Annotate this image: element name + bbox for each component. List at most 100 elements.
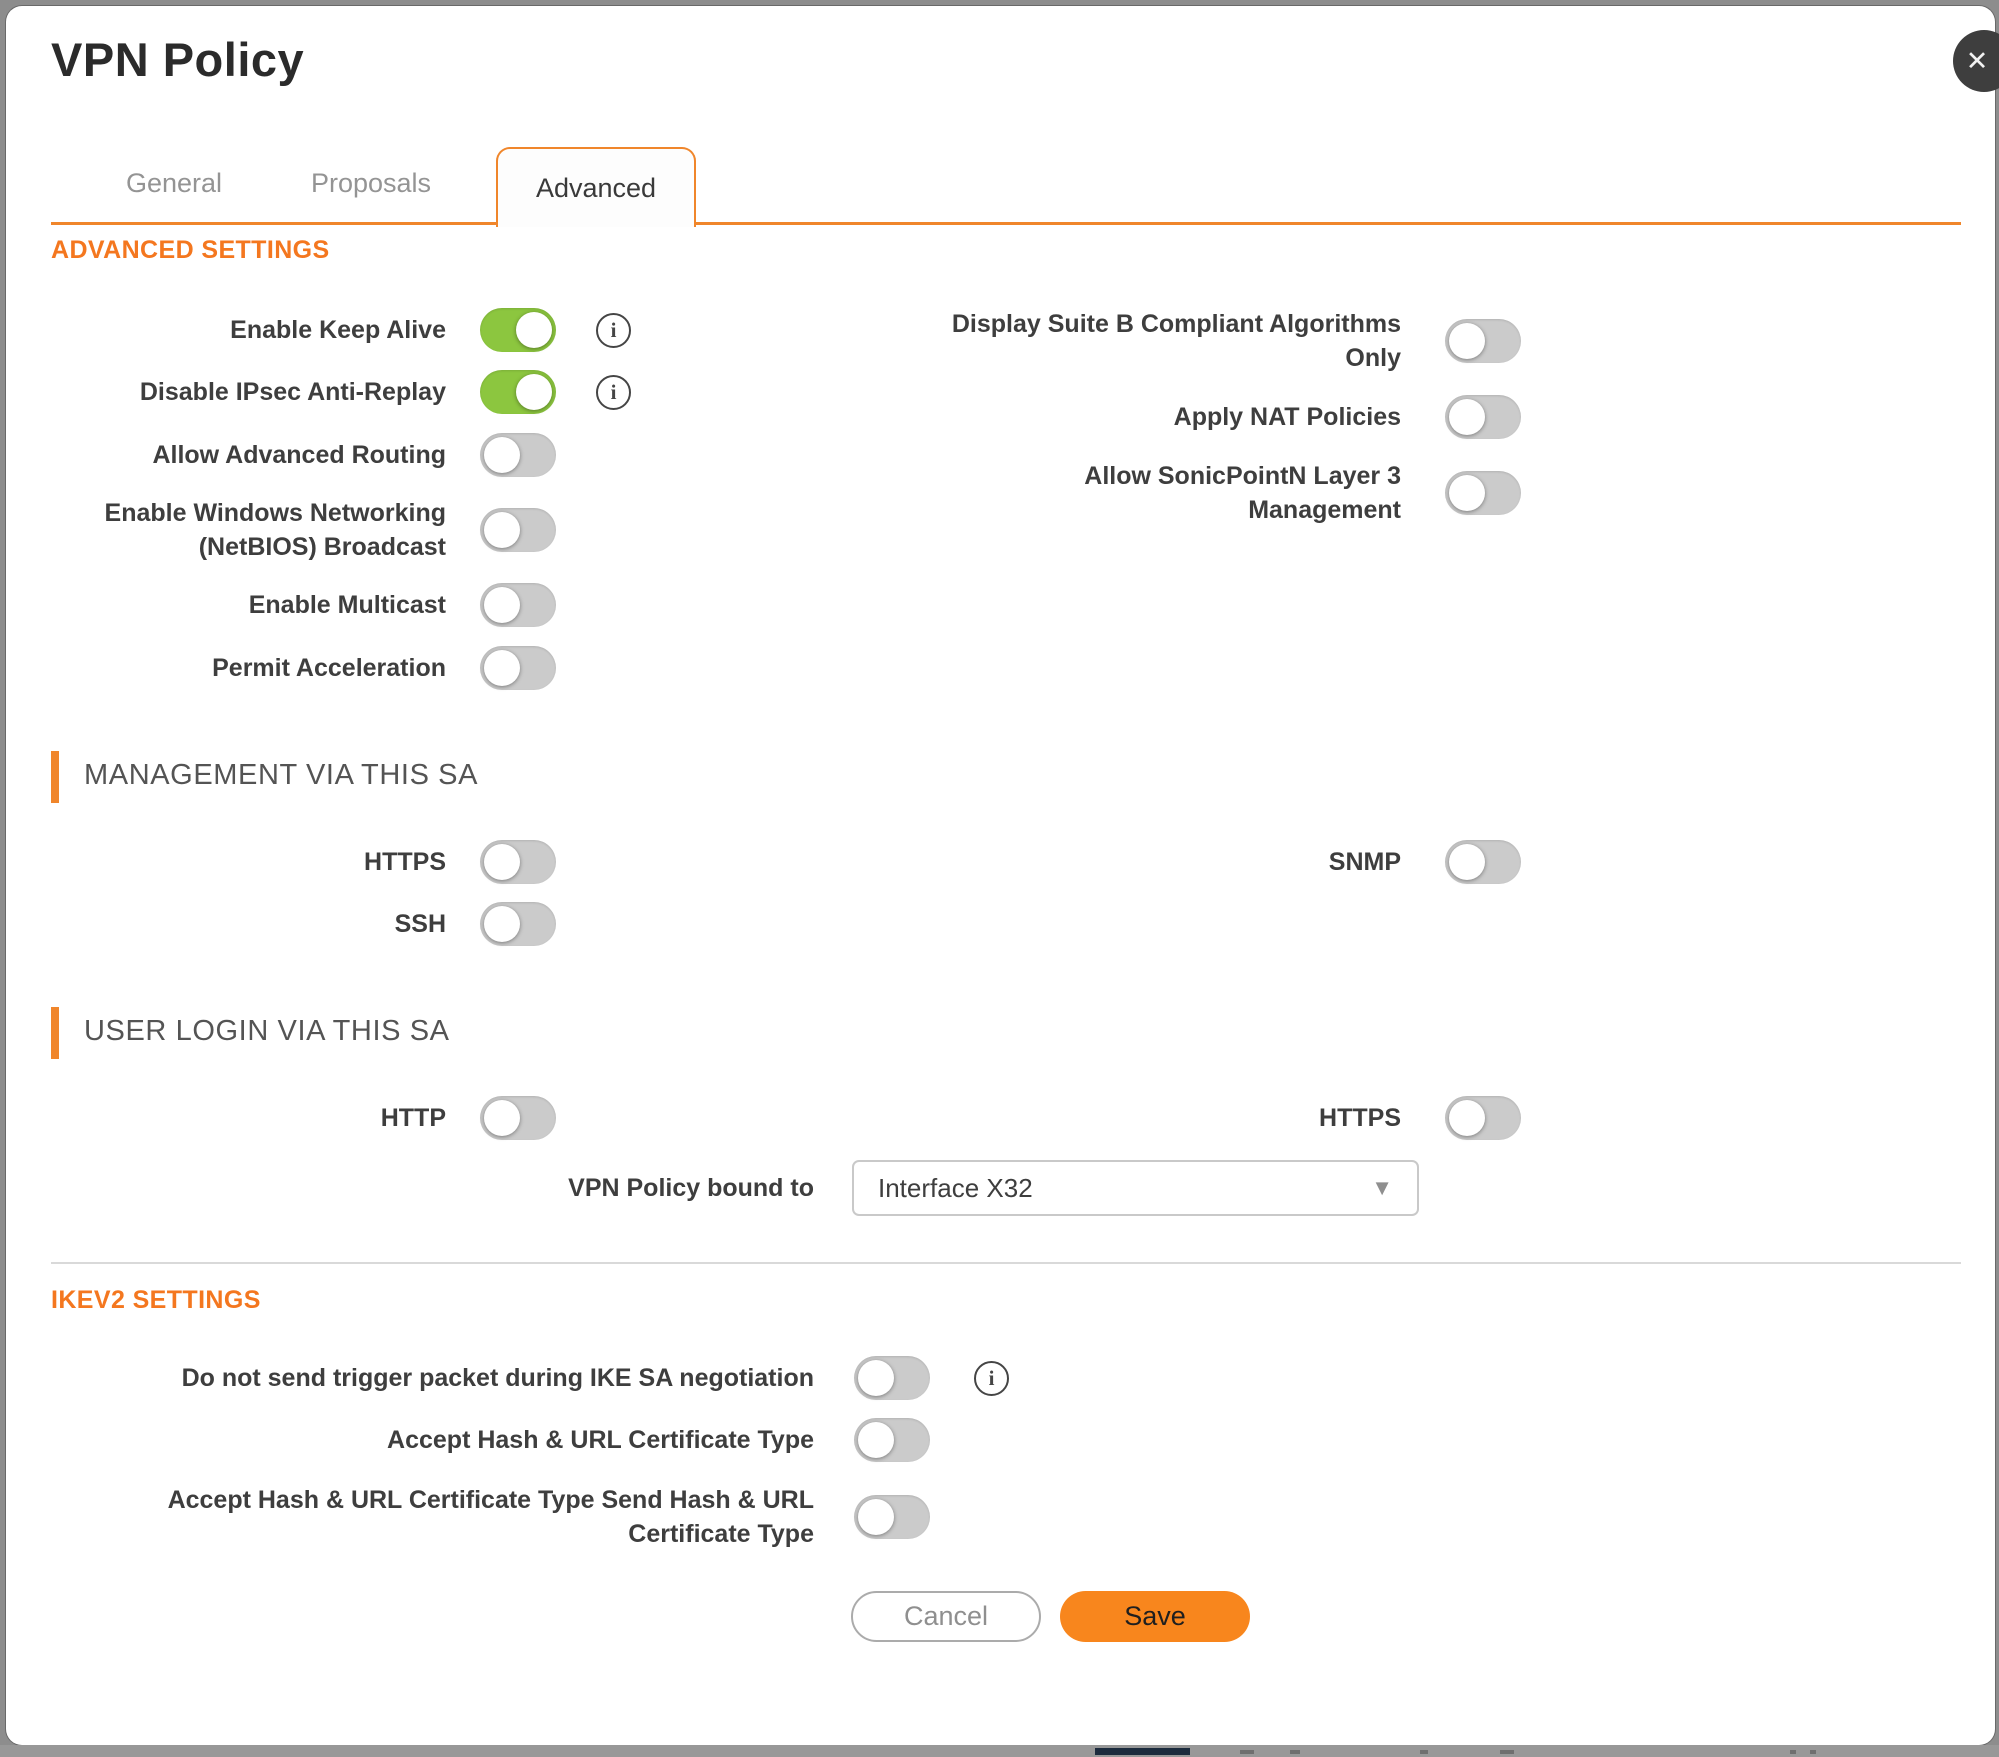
background-page-element (1240, 1750, 1254, 1754)
vpn-policy-bound-to-select[interactable]: Interface X32 ▼ (852, 1160, 1419, 1216)
toggle-knob (484, 650, 520, 686)
no-trigger-packet-toggle[interactable] (854, 1356, 930, 1400)
toggle-knob (1449, 1100, 1485, 1136)
tab-advanced[interactable]: Advanced (496, 147, 696, 227)
toggle-row: SSH (51, 902, 556, 946)
toggle-label: Enable Keep Alive (230, 316, 446, 344)
enable-keep-alive-toggle[interactable] (480, 308, 556, 352)
toggle-label: Enable Windows Networking (NetBIOS) Broa… (104, 499, 446, 561)
toggle-row: Accept Hash & URL Certificate Type (51, 1418, 930, 1462)
suite-b-algorithms-toggle[interactable] (1445, 319, 1521, 363)
toggle-label: HTTPS (364, 848, 446, 876)
tab-underline (51, 222, 1961, 225)
toggle-knob (484, 906, 520, 942)
toggle-knob (858, 1360, 894, 1396)
background-page-element (1790, 1750, 1796, 1754)
toggle-row: Enable Keep Alive i (51, 308, 631, 352)
enable-multicast-toggle[interactable] (480, 583, 556, 627)
management-sa-heading: MANAGEMENT VIA THIS SA (84, 759, 479, 791)
toggle-row: HTTP (51, 1096, 556, 1140)
background-page-element (1290, 1750, 1300, 1754)
toggle-knob (484, 587, 520, 623)
toggle-knob (858, 1499, 894, 1535)
toggle-label: Do not send trigger packet during IKE SA… (181, 1364, 814, 1392)
toggle-label: Disable IPsec Anti-Replay (139, 378, 446, 406)
section-accent-bar (51, 1007, 59, 1059)
netbios-broadcast-toggle[interactable] (480, 508, 556, 552)
vpn-policy-dialog: VPN Policy General Proposals Advanced AD… (6, 6, 1995, 1745)
save-button[interactable]: Save (1060, 1591, 1250, 1642)
toggle-knob (516, 374, 552, 410)
http-login-toggle[interactable] (480, 1096, 556, 1140)
toggle-row: Permit Acceleration (51, 646, 556, 690)
chevron-down-icon: ▼ (1371, 1175, 1393, 1200)
cancel-button[interactable]: Cancel (851, 1591, 1041, 1642)
toggle-row: Accept Hash & URL Certificate Type Send … (51, 1473, 930, 1561)
accept-send-hash-url-cert-toggle[interactable] (854, 1495, 930, 1539)
info-icon[interactable]: i (974, 1360, 1009, 1396)
toggle-label: Accept Hash & URL Certificate Type (387, 1426, 814, 1454)
background-page-element (1420, 1750, 1428, 1754)
toggle-row: HTTPS (51, 840, 556, 884)
advanced-settings-heading: ADVANCED SETTINGS (51, 236, 330, 264)
background-page-element (1500, 1750, 1514, 1754)
toggle-label: Allow Advanced Routing (152, 441, 446, 469)
toggle-knob (484, 1100, 520, 1136)
toggle-label: Display Suite B Compliant Algorithms Onl… (951, 310, 1401, 372)
toggle-knob (1449, 844, 1485, 880)
toggle-row: Do not send trigger packet during IKE SA… (51, 1356, 1009, 1400)
background-page-element (1810, 1750, 1816, 1754)
toggle-knob (484, 437, 520, 473)
toggle-knob (484, 844, 520, 880)
close-icon: ✕ (1965, 45, 1989, 76)
sonicpointn-layer3-toggle[interactable] (1445, 471, 1521, 515)
permit-acceleration-toggle[interactable] (480, 646, 556, 690)
info-icon[interactable]: i (596, 312, 631, 348)
https-management-toggle[interactable] (480, 840, 556, 884)
bound-to-row: VPN Policy bound to Interface X32 ▼ (51, 1160, 1419, 1216)
selected-interface-value: Interface X32 (878, 1172, 1033, 1203)
toggle-row: SNMP (946, 840, 1521, 884)
toggle-label: SNMP (1328, 848, 1401, 876)
toggle-row: Allow SonicPointN Layer 3 Management (946, 449, 1521, 537)
accept-hash-url-cert-toggle[interactable] (854, 1418, 930, 1462)
toggle-row: Enable Windows Networking (NetBIOS) Broa… (51, 486, 556, 574)
section-accent-bar (51, 751, 59, 803)
info-icon[interactable]: i (596, 374, 631, 410)
background-page-strip (0, 1745, 1999, 1757)
snmp-management-toggle[interactable] (1445, 840, 1521, 884)
disable-ipsec-anti-replay-toggle[interactable] (480, 370, 556, 414)
toggle-label: Allow SonicPointN Layer 3 Management (1084, 462, 1401, 524)
toggle-knob (484, 512, 520, 548)
ikev2-settings-heading: IKEV2 SETTINGS (51, 1286, 261, 1314)
toggle-knob (858, 1422, 894, 1458)
https-login-toggle[interactable] (1445, 1096, 1521, 1140)
apply-nat-policies-toggle[interactable] (1445, 395, 1521, 439)
toggle-label: Apply NAT Policies (1173, 403, 1401, 431)
tab-general[interactable]: General (125, 168, 223, 198)
toggle-knob (1449, 323, 1485, 359)
toggle-label: Enable Multicast (248, 591, 446, 619)
ssh-management-toggle[interactable] (480, 902, 556, 946)
toggle-row: HTTPS (946, 1096, 1521, 1140)
allow-advanced-routing-toggle[interactable] (480, 433, 556, 477)
toggle-knob (1449, 399, 1485, 435)
toggle-row: Disable IPsec Anti-Replay i (51, 370, 631, 414)
toggle-label: Accept Hash & URL Certificate Type Send … (167, 1486, 814, 1548)
toggle-label: HTTP (380, 1104, 446, 1132)
background-page-element (1095, 1748, 1190, 1755)
toggle-knob (1449, 475, 1485, 511)
toggle-label: HTTPS (1319, 1104, 1401, 1132)
toggle-label: SSH (394, 910, 446, 938)
close-button[interactable]: ✕ (1953, 30, 1999, 92)
tab-proposals[interactable]: Proposals (310, 168, 432, 198)
section-divider (51, 1262, 1961, 1264)
toggle-row: Apply NAT Policies (946, 395, 1521, 439)
toggle-row: Enable Multicast (51, 583, 556, 627)
toggle-label: Permit Acceleration (212, 654, 446, 682)
page-title: VPN Policy (51, 33, 305, 86)
bound-to-label: VPN Policy bound to (568, 1174, 814, 1202)
toggle-knob (516, 312, 552, 348)
toggle-row: Display Suite B Compliant Algorithms Onl… (946, 297, 1521, 385)
